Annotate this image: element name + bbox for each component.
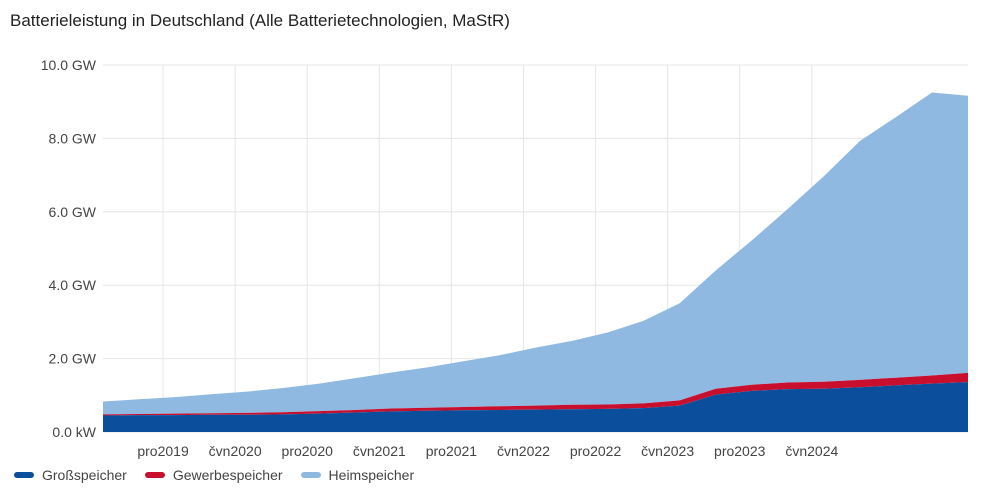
- y-axis-ticks: 0.0 kW 2.0 GW 4.0 GW 6.0 GW 8.0 GW 10.0 GW: [41, 57, 97, 440]
- x-tick-label: pro2021: [426, 443, 478, 459]
- x-axis-ticks: pro2019 čvn2020 pro2020 čvn2021 pro2021 čvn20…: [137, 443, 838, 459]
- area-heimspeicher[interactable]: [103, 92, 968, 415]
- y-tick-label: 4.0 GW: [49, 277, 97, 293]
- x-tick-label: čvn2021: [353, 443, 406, 459]
- x-tick-label: čvn2022: [497, 443, 550, 459]
- legend-swatch: [144, 472, 165, 478]
- legend-item[interactable]: Heimspeicher: [300, 467, 415, 483]
- x-tick-label: pro2019: [137, 443, 189, 459]
- area-gewerbespeicher[interactable]: [103, 372, 968, 416]
- legend-label: Großspeicher: [42, 467, 127, 483]
- y-tick-label: 10.0 GW: [41, 57, 97, 73]
- legend-swatch: [300, 472, 321, 478]
- area-großspeicher[interactable]: [103, 382, 968, 432]
- legend-swatch: [14, 472, 34, 478]
- legend: Großspeicher Gewerbespeicher Heimspeicher: [14, 467, 414, 483]
- y-tick-label: 6.0 GW: [49, 204, 97, 220]
- series-areas: [103, 92, 968, 432]
- legend-label: Heimspeicher: [328, 467, 415, 483]
- x-tick-label: pro2023: [714, 443, 766, 459]
- x-tick-label: pro2022: [570, 443, 622, 459]
- y-tick-label: 0.0 kW: [52, 424, 96, 440]
- legend-item[interactable]: Gewerbespeicher: [144, 467, 283, 483]
- chart-title: Batterieleistung in Deutschland (Alle Ba…: [10, 11, 510, 30]
- legend-item[interactable]: Großspeicher: [14, 467, 127, 483]
- y-tick-label: 8.0 GW: [49, 130, 97, 146]
- legend-label: Gewerbespeicher: [172, 467, 283, 483]
- y-tick-label: 2.0 GW: [49, 351, 97, 367]
- x-tick-label: čvn2024: [785, 443, 838, 459]
- x-tick-label: čvn2020: [209, 443, 262, 459]
- x-tick-label: čvn2023: [641, 443, 694, 459]
- x-tick-label: pro2020: [282, 443, 334, 459]
